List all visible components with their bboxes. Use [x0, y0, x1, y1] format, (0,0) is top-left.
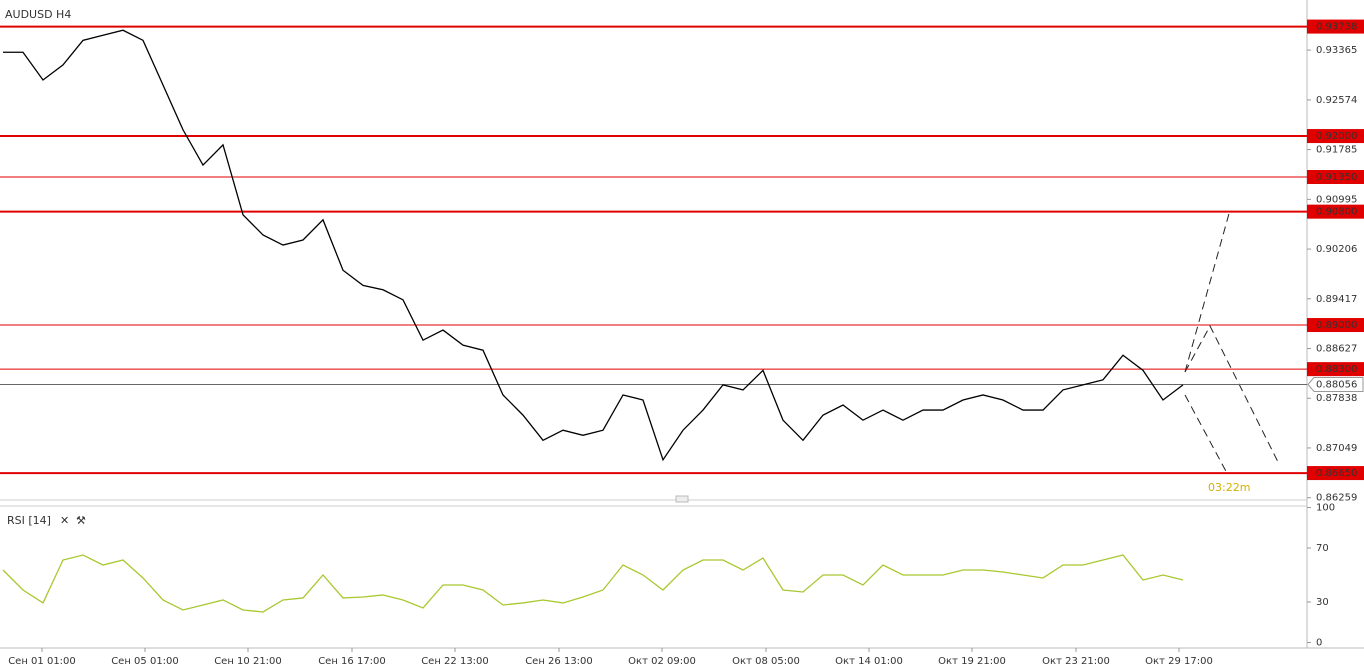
x-tick-label: Сен 10 21:00: [214, 656, 282, 667]
forecast-path: [1184, 209, 1231, 373]
y-tick-label: 0: [1316, 638, 1322, 649]
x-tick-label: Окт 14 01:00: [835, 656, 903, 667]
y-tick-label: 0.87049: [1316, 443, 1357, 454]
price-line: [3, 29, 1184, 462]
y-tick-label: 0.93365: [1316, 45, 1357, 56]
x-tick-label: Окт 19 21:00: [938, 656, 1006, 667]
settings-icon[interactable]: ⚒: [76, 514, 86, 527]
chart-title: AUDUSD H4: [5, 8, 71, 21]
last-price-label: 0.88056: [1316, 379, 1357, 390]
level-label-box: [1307, 170, 1364, 185]
x-tick-label: Сен 22 13:00: [421, 656, 489, 667]
level-label: 0.86650: [1316, 468, 1357, 479]
level-label: 0.93738: [1316, 22, 1357, 33]
level-label: 0.91350: [1316, 172, 1357, 183]
forecast-path: [1184, 394, 1229, 476]
y-tick-label: 0.88627: [1316, 344, 1357, 355]
level-label-box: [1307, 318, 1364, 333]
y-tick-label: 0.92574: [1316, 95, 1357, 106]
level-label-box: [1307, 129, 1364, 144]
level-label-box: [1307, 204, 1364, 219]
y-tick-label: 0.90206: [1316, 244, 1357, 255]
y-tick-label: 0.87838: [1316, 393, 1357, 404]
y-tick-label: 0.90995: [1316, 194, 1357, 205]
x-tick-label: Сен 01 01:00: [8, 656, 76, 667]
y-tick-label: 0.89417: [1316, 294, 1357, 305]
y-tick-label: 0.91785: [1316, 145, 1357, 156]
level-label: 0.90800: [1316, 207, 1357, 218]
level-label-box: [1307, 19, 1364, 34]
resize-handle[interactable]: [675, 495, 689, 503]
x-tick-label: Сен 05 01:00: [111, 656, 179, 667]
level-label: 0.89000: [1316, 320, 1357, 331]
level-label-box: [1307, 466, 1364, 481]
y-tick-label: 70: [1316, 543, 1329, 554]
x-tick-label: Сен 16 17:00: [318, 656, 386, 667]
level-label: 0.92000: [1316, 131, 1357, 142]
last-price-box: [1307, 376, 1364, 392]
x-tick-label: Окт 02 09:00: [628, 656, 696, 667]
x-tick-label: Окт 29 17:00: [1145, 656, 1213, 667]
price-line: [2, 554, 1184, 613]
level-label: 0.88300: [1316, 364, 1357, 375]
bar-countdown: 03:22m: [1208, 481, 1250, 494]
y-tick-label: 0.86259: [1316, 493, 1357, 504]
y-tick-label: 30: [1316, 597, 1329, 608]
forecast-path: [1184, 324, 1279, 463]
x-tick-label: Окт 08 05:00: [732, 656, 800, 667]
x-tick-label: Окт 23 21:00: [1042, 656, 1110, 667]
x-tick-label: Сен 26 13:00: [525, 656, 593, 667]
level-label-box: [1307, 362, 1364, 377]
remove-icon[interactable]: ✕: [60, 514, 69, 527]
indicator-title: RSI [14]: [7, 514, 51, 527]
y-tick-label: 100: [1316, 503, 1335, 514]
